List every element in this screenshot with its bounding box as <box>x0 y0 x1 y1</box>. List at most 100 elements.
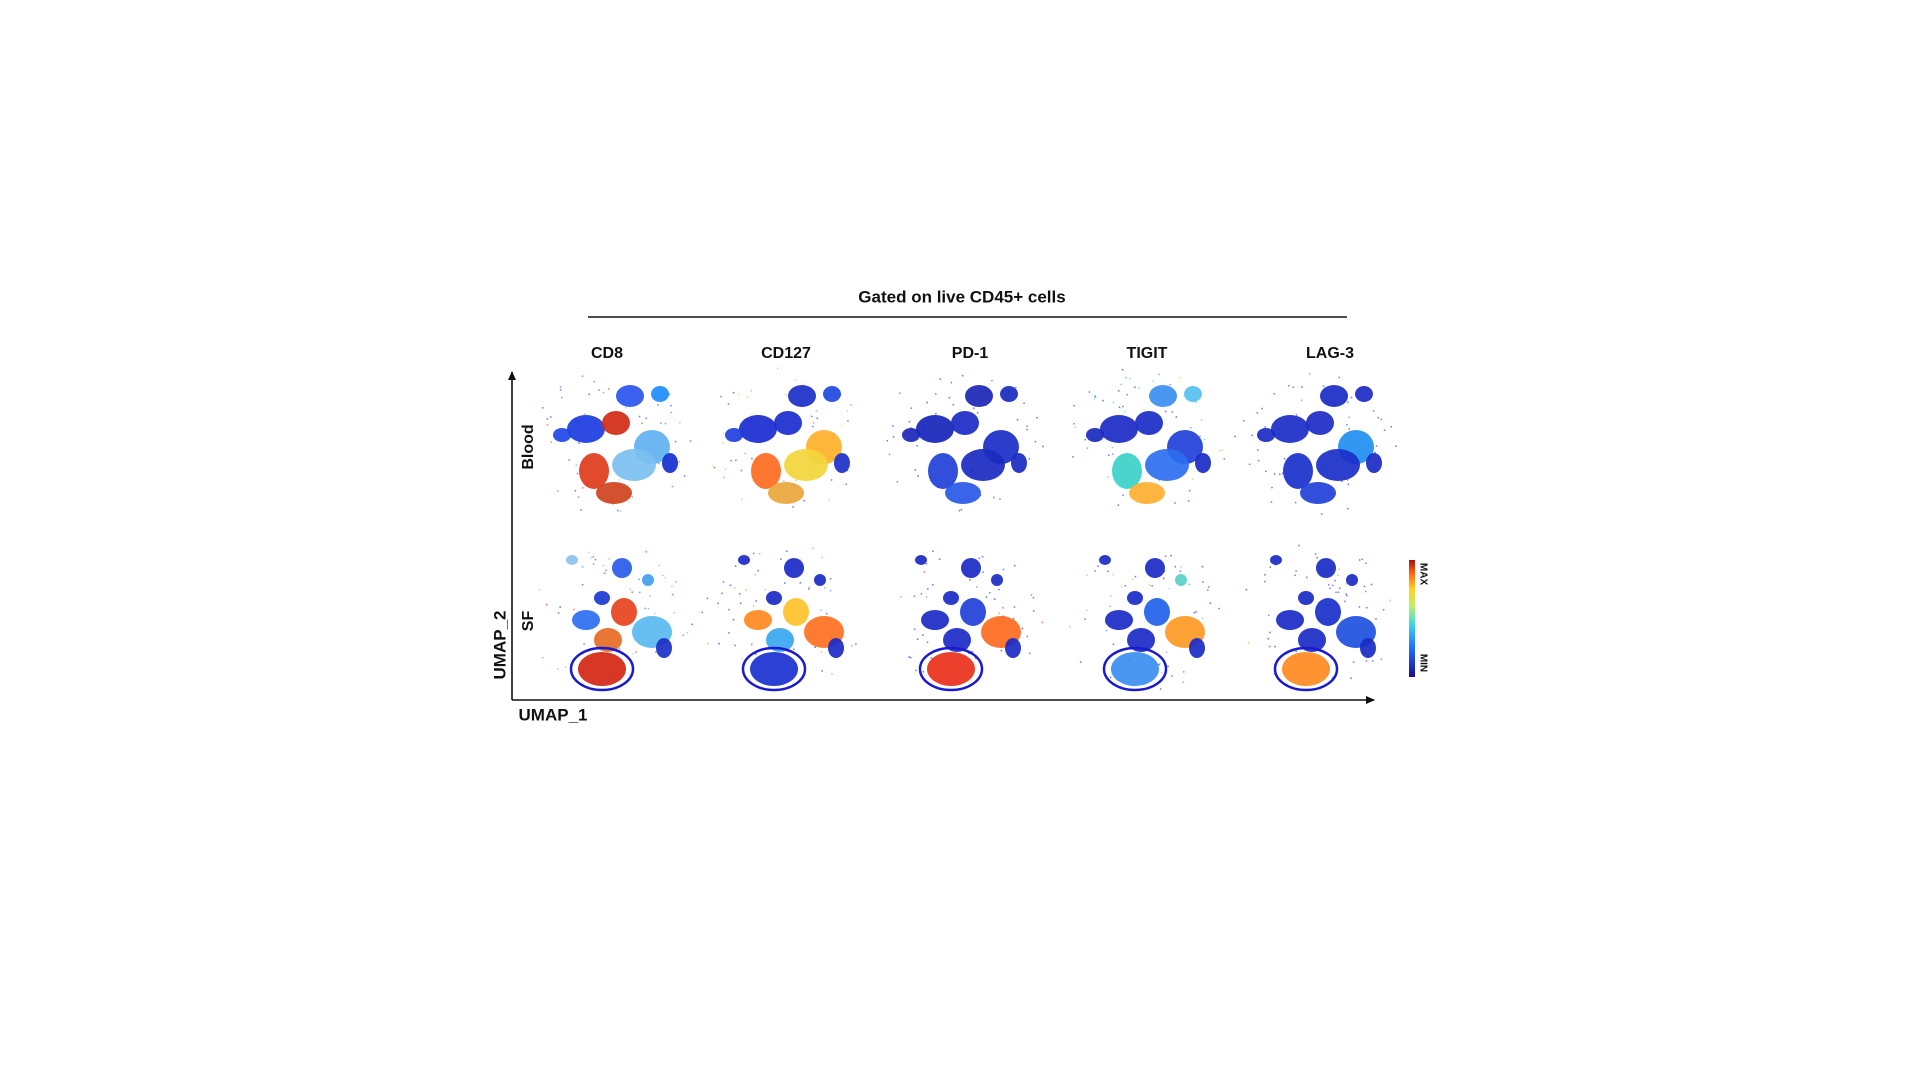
figure-title: Gated on live CD45+ cells <box>858 287 1065 306</box>
cell-speck <box>1327 583 1330 586</box>
cell-cluster <box>1144 598 1170 626</box>
cell-speck <box>1338 568 1340 571</box>
cell-speck <box>985 596 988 598</box>
cell-speck <box>550 441 553 443</box>
cell-speck <box>1264 573 1266 576</box>
cell-speck <box>559 385 562 388</box>
cell-speck <box>776 367 779 370</box>
cell-speck <box>1026 425 1029 428</box>
cell-speck <box>1346 401 1349 404</box>
cell-speck <box>831 672 833 675</box>
cell-speck <box>1203 438 1206 441</box>
cell-speck <box>564 666 567 669</box>
cell-speck <box>917 475 919 477</box>
cell-speck <box>658 564 661 567</box>
cell-speck <box>803 383 806 386</box>
cell-speck <box>1380 418 1383 421</box>
cell-cluster <box>1100 415 1138 443</box>
cell-speck <box>675 580 677 583</box>
cell-speck <box>1248 463 1251 466</box>
cell-speck <box>792 648 795 651</box>
cell-speck <box>764 588 767 591</box>
cell-speck <box>673 611 676 614</box>
cell-speck <box>1012 617 1015 620</box>
cell-cluster <box>916 415 954 443</box>
cell-speck <box>739 602 742 605</box>
cell-cluster <box>774 411 802 435</box>
cell-speck <box>1173 502 1176 504</box>
cell-speck <box>854 643 857 646</box>
cell-cluster <box>612 449 656 481</box>
cell-speck <box>545 603 548 606</box>
cell-speck <box>1171 411 1174 413</box>
cell-speck <box>1134 575 1137 578</box>
cell-speck <box>898 392 901 395</box>
cell-speck <box>608 557 611 560</box>
cell-speck <box>744 452 746 455</box>
cell-speck <box>538 589 541 591</box>
cell-speck <box>1164 555 1167 558</box>
cell-speck <box>1363 585 1366 588</box>
cell-speck <box>638 415 641 418</box>
cell-speck <box>581 583 584 586</box>
cell-speck <box>631 496 634 498</box>
cell-speck <box>592 563 595 565</box>
cell-speck <box>674 440 677 443</box>
cell-speck <box>1152 380 1155 382</box>
cell-speck <box>1267 614 1270 617</box>
cell-speck <box>711 464 714 467</box>
cell-speck <box>583 413 586 415</box>
cell-speck <box>1088 391 1091 393</box>
cell-speck <box>1188 489 1191 492</box>
cell-speck <box>541 656 544 659</box>
cell-speck <box>1030 593 1033 596</box>
cell-speck <box>1162 577 1165 580</box>
cell-speck <box>1167 665 1169 668</box>
cell-speck <box>1014 386 1017 389</box>
cell-speck <box>1358 605 1361 608</box>
cell-speck <box>982 571 985 574</box>
cell-speck <box>1201 617 1204 619</box>
cell-speck <box>631 591 634 594</box>
highlight-circle <box>918 646 984 692</box>
cell-speck <box>1273 473 1276 475</box>
cell-speck <box>799 581 802 584</box>
cell-speck <box>1257 459 1260 462</box>
cell-speck <box>1358 559 1361 561</box>
cell-speck <box>1125 376 1127 379</box>
cell-speck <box>825 612 828 615</box>
cell-speck <box>1219 449 1221 452</box>
column-label: PD-1 <box>952 345 989 362</box>
cell-speck <box>635 651 637 653</box>
cell-speck <box>1112 573 1115 576</box>
cell-speck <box>691 623 694 626</box>
cell-speck <box>1112 643 1115 646</box>
cell-speck <box>1170 554 1173 557</box>
cell-speck <box>1013 564 1016 567</box>
cell-speck <box>605 569 607 572</box>
cell-speck <box>1336 574 1339 577</box>
cell-speck <box>993 598 996 600</box>
cell-speck <box>1159 688 1162 690</box>
cell-cluster <box>725 428 743 442</box>
cell-speck <box>1370 583 1373 586</box>
cell-cluster <box>1145 449 1189 481</box>
cell-cluster <box>616 385 644 407</box>
cell-speck <box>717 602 719 605</box>
cell-speck <box>580 508 583 511</box>
cell-speck <box>629 588 632 591</box>
cell-speck <box>619 510 622 513</box>
cell-speck <box>618 478 621 481</box>
cell-speck <box>779 558 782 561</box>
cell-speck <box>719 395 722 398</box>
row-label: Blood <box>520 424 537 469</box>
cell-speck <box>808 586 811 589</box>
cell-speck <box>888 453 891 456</box>
cell-cluster <box>579 453 609 489</box>
cell-speck <box>915 669 917 672</box>
cell-speck <box>1269 631 1271 634</box>
cell-speck <box>581 565 584 568</box>
cell-speck <box>829 577 832 580</box>
cell-speck <box>1036 416 1038 419</box>
cell-speck <box>1374 451 1376 454</box>
